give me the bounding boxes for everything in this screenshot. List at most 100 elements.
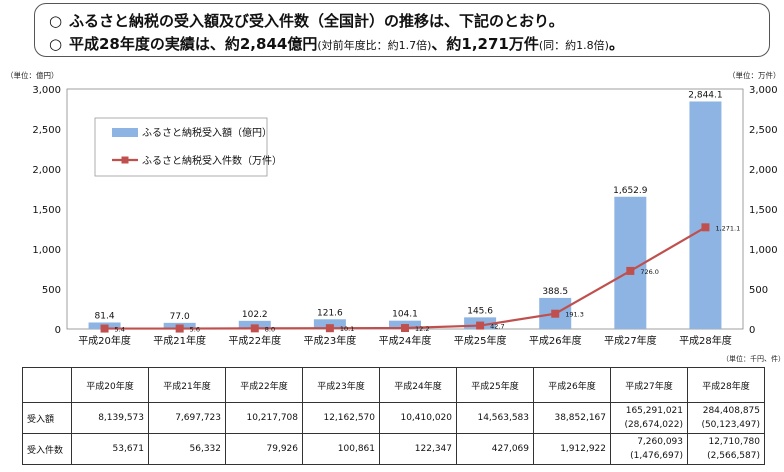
table-header: 平成21年度 — [148, 367, 226, 403]
table-header: 平成22年度 — [225, 367, 303, 403]
line-value-label: 42.7 — [490, 323, 504, 331]
table-header: 平成26年度 — [533, 367, 611, 403]
headline-text-1: ふるさと納税の受入額及び受入件数（全国計）の推移は、下記のとおり。 — [69, 12, 564, 30]
chart: （単位：億円） （単位：万件） 81.4 77.0 102.2 121.6 104.1 1… — [6, 70, 784, 363]
row-label: 受入額 — [22, 402, 72, 434]
table-header: 平成20年度 — [71, 367, 149, 403]
bar-value-label: 388.5 — [542, 287, 568, 297]
bullet-circle: ○ — [49, 35, 63, 53]
headline-ratio-2: (同：約1.8倍) — [538, 39, 609, 52]
line-marker — [701, 223, 710, 232]
bar-value-label: 1,652.9 — [613, 186, 648, 196]
right-tick-label: 1,500 — [749, 205, 778, 216]
line-marker — [250, 324, 259, 333]
table-cell: 53,671 — [71, 433, 149, 465]
cell-value: 165,291,021 — [625, 406, 683, 416]
category-label: 平成27年度 — [604, 334, 657, 347]
cell-sub-value: (1,476,697) — [630, 451, 683, 461]
category-label: 平成20年度 — [78, 334, 131, 347]
table-unit: （単位：千円、件） — [722, 354, 784, 363]
legend-bar-swatch — [112, 128, 138, 137]
legend: ふるさと納税受入額（億円） ふるさと納税受入件数（万件） — [94, 117, 282, 177]
line-marker — [476, 321, 485, 330]
headline-line-1: ○ ふるさと納税の受入額及び受入件数（全国計）の推移は、下記のとおり。 — [49, 10, 564, 31]
legend-line-marker — [121, 156, 129, 164]
left-axis-unit: （単位：億円） — [6, 70, 59, 80]
category-label: 平成26年度 — [529, 334, 582, 347]
data-table: 平成20年度 平成21年度 平成22年度 平成23年度 平成24年度 平成25年… — [22, 367, 765, 465]
right-axis-unit: （単位：万件） — [728, 70, 781, 80]
category-label: 平成22年度 — [228, 334, 281, 347]
right-tick-label: 0 — [749, 325, 755, 336]
left-tick-label: 500 — [42, 285, 61, 296]
category-label: 平成24年度 — [379, 334, 432, 347]
bar-value-label: 145.6 — [467, 306, 493, 316]
table-header: 平成25年度 — [456, 367, 534, 403]
line-value-label: 12.2 — [415, 325, 429, 333]
line-marker — [175, 324, 184, 333]
table-cell: 14,563,583 — [456, 402, 534, 434]
line-value-label: 5.4 — [115, 326, 125, 334]
right-tick-label: 500 — [749, 285, 768, 296]
cell-value: 284,408,875 — [702, 406, 760, 416]
cell-sub-value: (28,674,022) — [624, 420, 683, 430]
line-value-label: 10.1 — [340, 325, 354, 333]
table-cell: 165,291,021 (28,674,022) — [610, 402, 688, 434]
cell-sub-value: (50,123,497) — [701, 420, 760, 430]
left-tick-label: 3,000 — [32, 85, 61, 96]
cell-value: 7,260,093 — [637, 437, 683, 447]
table-header: 平成28年度 — [687, 367, 765, 403]
bar-value-label: 2,844.1 — [688, 90, 722, 100]
line-value-label: 191.3 — [565, 311, 584, 319]
left-tick-label: 2,000 — [32, 165, 61, 176]
legend-box — [94, 117, 268, 177]
legend-line-label: ふるさと納税受入件数（万件） — [142, 154, 282, 167]
left-tick-label: 2,500 — [32, 125, 61, 136]
table-cell: 12,710,780 (2,566,587) — [687, 433, 765, 465]
line-value-label: 5.6 — [190, 326, 200, 334]
category-label: 平成25年度 — [454, 334, 507, 347]
line-marker — [100, 324, 109, 333]
table-cell: 38,852,167 — [533, 402, 611, 434]
line-value-label: 726.0 — [640, 268, 659, 276]
table-cell: 12,162,570 — [302, 402, 380, 434]
bar-value-label: 104.1 — [392, 310, 418, 320]
table-row-count: 受入件数 53,671 56,332 79,926 100,861 122,34… — [22, 433, 765, 465]
table-cell: 122,347 — [379, 433, 457, 465]
table-cell: 7,697,723 — [148, 402, 226, 434]
headline-text-2c: 。 — [608, 35, 624, 53]
table-cell: 427,069 — [456, 433, 534, 465]
table-header: 平成27年度 — [610, 367, 688, 403]
table-cell: 284,408,875 (50,123,497) — [687, 402, 765, 434]
bar-value-label: 102.2 — [242, 310, 268, 320]
left-tick-label: 1,000 — [32, 245, 61, 256]
left-tick-label: 0 — [55, 325, 61, 336]
table-header-row: 平成20年度 平成21年度 平成22年度 平成23年度 平成24年度 平成25年… — [22, 367, 765, 403]
bar — [614, 196, 647, 329]
right-tick-label: 2,500 — [749, 125, 778, 136]
headline-text-2a: 平成28年度の実績は、約2,844億円 — [69, 35, 318, 53]
category-label: 平成23年度 — [304, 334, 357, 347]
row-label: 受入件数 — [22, 433, 72, 465]
table-cell: 10,410,020 — [379, 402, 457, 434]
headline-line-2: ○ 平成28年度の実績は、約2,844億円(対前年度比：約1.7倍)、約1,271… — [49, 33, 624, 54]
table-cell: 100,861 — [302, 433, 380, 465]
right-tick-label: 1,000 — [749, 245, 778, 256]
line-value-label: 1,271.1 — [715, 224, 740, 232]
category-label: 平成28年度 — [679, 334, 732, 347]
bar-value-label: 81.4 — [95, 311, 115, 321]
legend-bar-label: ふるさと納税受入額（億円） — [142, 126, 272, 139]
line-marker — [401, 324, 409, 333]
table-header: 平成24年度 — [379, 367, 457, 403]
line-marker — [551, 309, 560, 318]
table-cell: 56,332 — [148, 433, 226, 465]
table-header: 平成23年度 — [302, 367, 380, 403]
left-tick-label: 1,500 — [32, 205, 61, 216]
bullet-circle: ○ — [49, 12, 63, 30]
table-cell: 1,912,922 — [533, 433, 611, 465]
cell-sub-value: (2,566,587) — [707, 451, 760, 461]
table-corner — [22, 367, 72, 403]
cell-value: 12,710,780 — [708, 437, 760, 447]
table-row-amount: 受入額 8,139,573 7,697,723 10,217,708 12,16… — [22, 402, 765, 434]
bar — [313, 319, 346, 329]
